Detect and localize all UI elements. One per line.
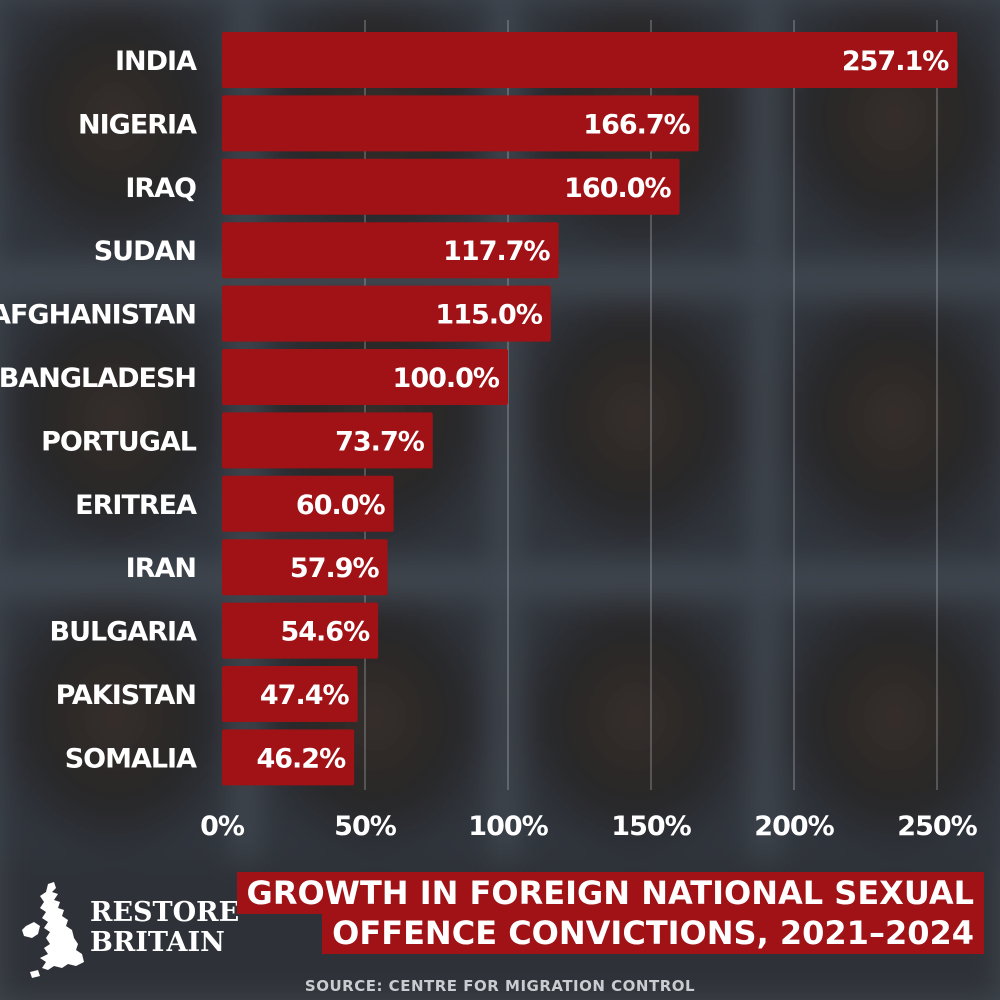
logo-line-1: RESTORE <box>90 897 240 928</box>
category-label: AFGHANISTAN <box>0 300 196 331</box>
value-label: 160.0% <box>564 173 671 204</box>
chart-title-line-1: GROWTH IN FOREIGN NATIONAL SEXUAL <box>236 872 984 914</box>
bar <box>222 349 508 405</box>
category-label: INDIA <box>115 46 197 77</box>
value-label: 54.6% <box>280 617 370 648</box>
value-label: 57.9% <box>290 553 380 584</box>
value-label: 46.2% <box>256 743 346 774</box>
source-note: SOURCE: CENTRE FOR MIGRATION CONTROL <box>304 977 696 995</box>
x-tick-label: 250% <box>897 811 977 842</box>
chart-title-line-2: OFFENCE CONVICTIONS, 2021–2024 <box>322 912 984 954</box>
value-label: 100.0% <box>393 363 500 394</box>
value-label: 117.7% <box>443 236 550 267</box>
restore-britain-logo: RESTORE BRITAIN <box>18 880 240 980</box>
x-tick-label: 100% <box>468 811 548 842</box>
value-labels: 257.1% 166.7% 160.0% 117.7% 115.0% 100.0% 73.7… <box>256 46 950 774</box>
category-label: SUDAN <box>94 236 196 267</box>
uk-map-icon <box>22 882 84 978</box>
bar <box>222 602 379 659</box>
bar <box>222 729 355 786</box>
category-labels: INDIA NIGERIA IRAQ SUDAN AFGHANISTAN BANGLADE… <box>0 46 198 774</box>
x-tick-label: 200% <box>754 811 834 842</box>
bars <box>222 32 958 786</box>
category-label: PAKISTAN <box>56 680 196 711</box>
value-label: 166.7% <box>583 109 690 140</box>
logo-line-2: BRITAIN <box>90 927 225 958</box>
bar <box>222 412 433 469</box>
bar <box>222 158 680 215</box>
x-tick-label: 0% <box>200 811 245 842</box>
value-label: 257.1% <box>842 46 949 77</box>
value-label: 115.0% <box>435 300 542 331</box>
category-label: IRAQ <box>125 173 196 204</box>
bar <box>222 539 388 596</box>
bar <box>222 475 394 532</box>
value-label: 60.0% <box>296 490 386 521</box>
bar <box>222 222 559 279</box>
category-label: NIGERIA <box>78 109 197 140</box>
x-tick-label: 50% <box>334 811 397 842</box>
category-label: ERITREA <box>75 490 197 521</box>
bar <box>222 32 958 88</box>
bar <box>222 95 699 152</box>
bar <box>222 285 551 342</box>
category-label: PORTUGAL <box>41 426 197 457</box>
category-label: BANGLADESH <box>0 363 196 394</box>
category-label: BULGARIA <box>50 617 198 648</box>
x-tick-label: 150% <box>611 811 691 842</box>
bar <box>222 666 358 722</box>
x-axis-ticks: 0% 50% 100% 150% 200% 250% <box>200 811 979 842</box>
value-label: 73.7% <box>335 426 425 457</box>
value-label: 47.4% <box>260 680 350 711</box>
category-label: IRAN <box>126 553 196 584</box>
category-label: SOMALIA <box>65 743 197 774</box>
